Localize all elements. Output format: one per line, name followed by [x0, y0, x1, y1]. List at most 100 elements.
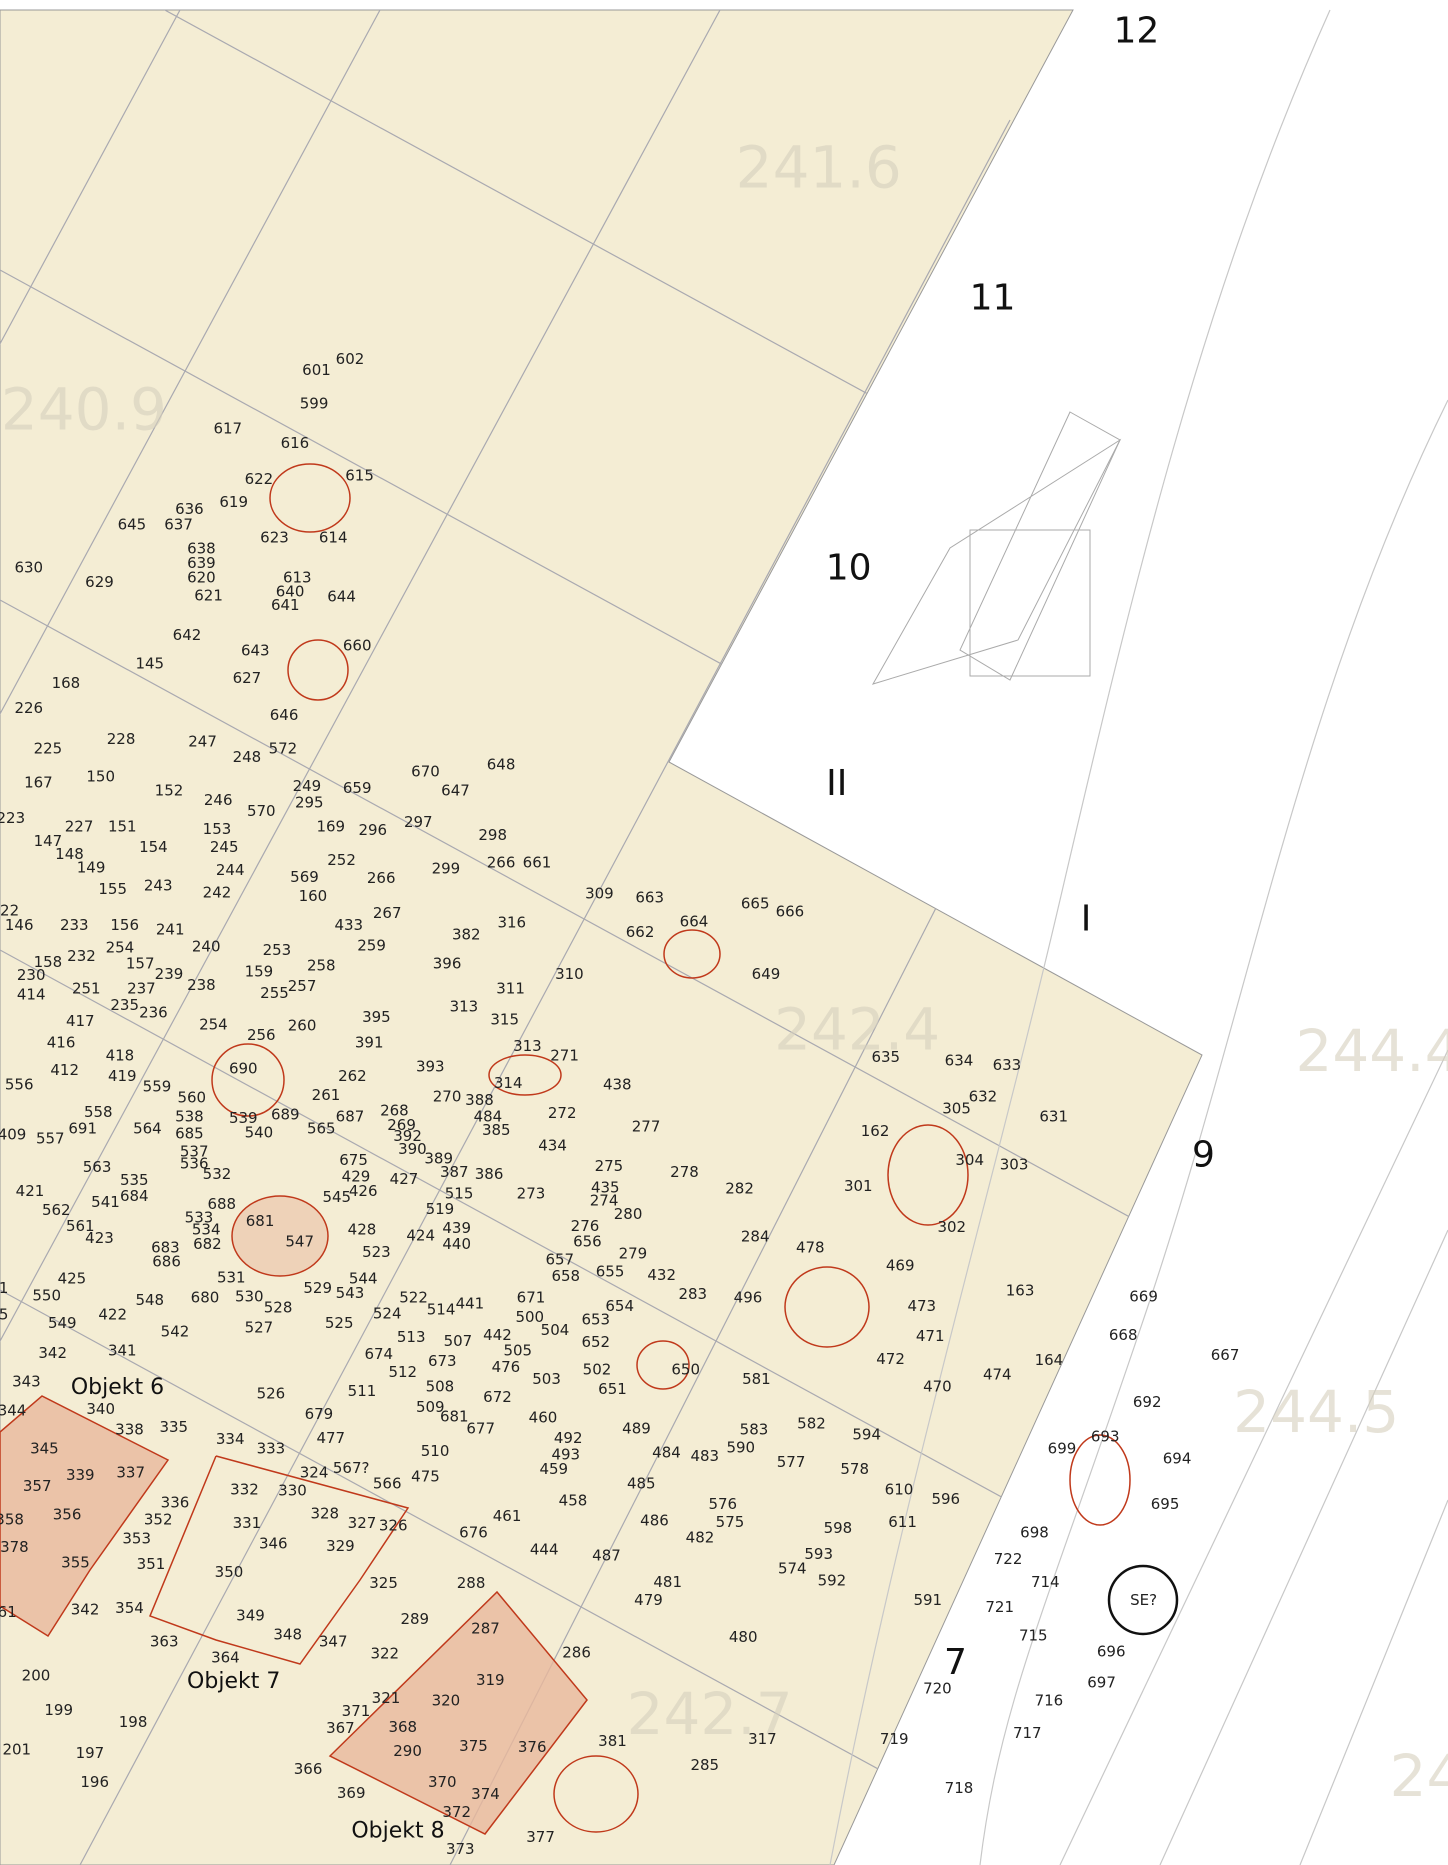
feature-label: 614	[319, 529, 348, 547]
feature-label: 424	[406, 1226, 435, 1244]
feature-label: 345	[30, 1440, 59, 1458]
feature-label: 61	[0, 1603, 17, 1621]
feature-label: 502	[583, 1361, 612, 1379]
feature-label: 5	[0, 1306, 8, 1324]
feature-label: 297	[404, 813, 433, 831]
feature-label: 236	[139, 1003, 168, 1021]
feature-label: 271	[550, 1047, 579, 1065]
feature-label: 475	[411, 1467, 440, 1485]
feature-label: 685	[175, 1125, 204, 1143]
feature-label: 326	[379, 1516, 408, 1534]
feature-label: 524	[373, 1304, 402, 1322]
feature-label: 716	[1035, 1692, 1064, 1710]
feature-label: 258	[307, 957, 336, 975]
feature-label: 247	[188, 733, 217, 751]
features	[149, 463, 1131, 1833]
feature-label: 438	[603, 1075, 632, 1093]
feature-label: 196	[80, 1773, 109, 1791]
feature-label: 395	[362, 1008, 391, 1026]
feature-label: 567?	[333, 1459, 370, 1477]
feature-label: 714	[1031, 1573, 1060, 1591]
feature-label: 681	[440, 1407, 469, 1425]
feature-label: 346	[259, 1534, 288, 1552]
feature-label: 578	[840, 1460, 869, 1478]
feature-label: 147	[34, 832, 63, 850]
feature-label: 304	[955, 1151, 984, 1169]
feature-label: 432	[647, 1266, 676, 1284]
feature-label: 485	[627, 1475, 656, 1493]
feature-label: 285	[690, 1756, 719, 1774]
feature-label: 649	[752, 965, 781, 983]
feature-label: 242	[203, 884, 232, 902]
feature-label: 168	[52, 674, 81, 692]
feature-label: 471	[916, 1327, 945, 1345]
feature-label: 261	[312, 1086, 341, 1104]
feature-label: 259	[357, 936, 386, 954]
feature-label: 237	[127, 979, 156, 997]
feature-label: 146	[5, 916, 34, 934]
feature-label: 476	[492, 1358, 521, 1376]
elevation-label: 242.7	[627, 1680, 793, 1748]
feature-label: 508	[426, 1377, 455, 1395]
feature-label: 311	[496, 979, 525, 997]
feature-label: 240	[192, 938, 221, 956]
feature-label: 686	[152, 1253, 181, 1271]
feature-label: 572	[269, 740, 298, 758]
feature-label: 557	[36, 1129, 65, 1147]
feature-label: 537	[180, 1143, 209, 1161]
feature-label: 396	[433, 954, 462, 972]
feature-label: 695	[1151, 1495, 1180, 1513]
feature-label: 527	[245, 1319, 274, 1337]
feature-label: 602	[336, 350, 365, 368]
feature-label: 717	[1013, 1724, 1042, 1742]
feature-label: 367	[326, 1719, 355, 1737]
feature-label: 390	[398, 1140, 427, 1158]
feature-label: 155	[98, 880, 127, 898]
feature-label: 532	[203, 1165, 232, 1183]
feature-label: 722	[994, 1550, 1023, 1568]
feature-label: 22	[0, 902, 19, 920]
feature-label: 539	[229, 1109, 258, 1127]
feature-label: 660	[343, 637, 372, 655]
feature-label: 315	[490, 1011, 519, 1029]
feature-label: 688	[207, 1195, 236, 1213]
feature-label: 544	[349, 1270, 378, 1288]
feature-label: 382	[452, 926, 481, 944]
feature-label: 391	[355, 1033, 384, 1051]
object-label: Objekt 6	[71, 1375, 164, 1400]
feature-label: 661	[523, 854, 552, 872]
feature-label: 482	[686, 1528, 715, 1546]
feature-label: 507	[444, 1332, 473, 1350]
feature-label: 677	[466, 1419, 495, 1437]
feature-label: 522	[399, 1289, 428, 1307]
feature-label: 509	[416, 1398, 445, 1416]
feature-label: 671	[517, 1289, 546, 1307]
feature-label: 270	[433, 1087, 462, 1105]
feature-label: 282	[725, 1180, 754, 1198]
feature-label: 287	[471, 1620, 500, 1638]
feature-label: 565	[307, 1120, 336, 1138]
feature-label: 377	[526, 1828, 555, 1846]
feature-label: 484	[474, 1108, 503, 1126]
feature-label: 613	[283, 568, 312, 586]
feature-label: 641	[271, 596, 300, 614]
feature-label: 233	[60, 916, 89, 934]
feature-label: 558	[84, 1103, 113, 1121]
feature-label: 305	[942, 1099, 971, 1117]
feature-label: 684	[120, 1187, 149, 1205]
feature-label: 657	[545, 1250, 574, 1268]
feature-label: 681	[246, 1212, 275, 1230]
feature-label: 493	[551, 1446, 580, 1464]
feature-label: 388	[465, 1091, 494, 1109]
feature-label: 592	[818, 1572, 847, 1590]
feature-label: 241	[156, 921, 185, 939]
feature-label: 576	[708, 1495, 737, 1513]
feature-label: 566	[373, 1475, 402, 1493]
feature-label: 375	[459, 1737, 488, 1755]
feature-label: 481	[653, 1573, 682, 1591]
feature-label: 428	[348, 1220, 377, 1238]
feature-label: 670	[411, 763, 440, 781]
feature-label: 160	[299, 887, 328, 905]
trench-label: II	[826, 763, 847, 804]
feature-label: 561	[66, 1217, 95, 1235]
